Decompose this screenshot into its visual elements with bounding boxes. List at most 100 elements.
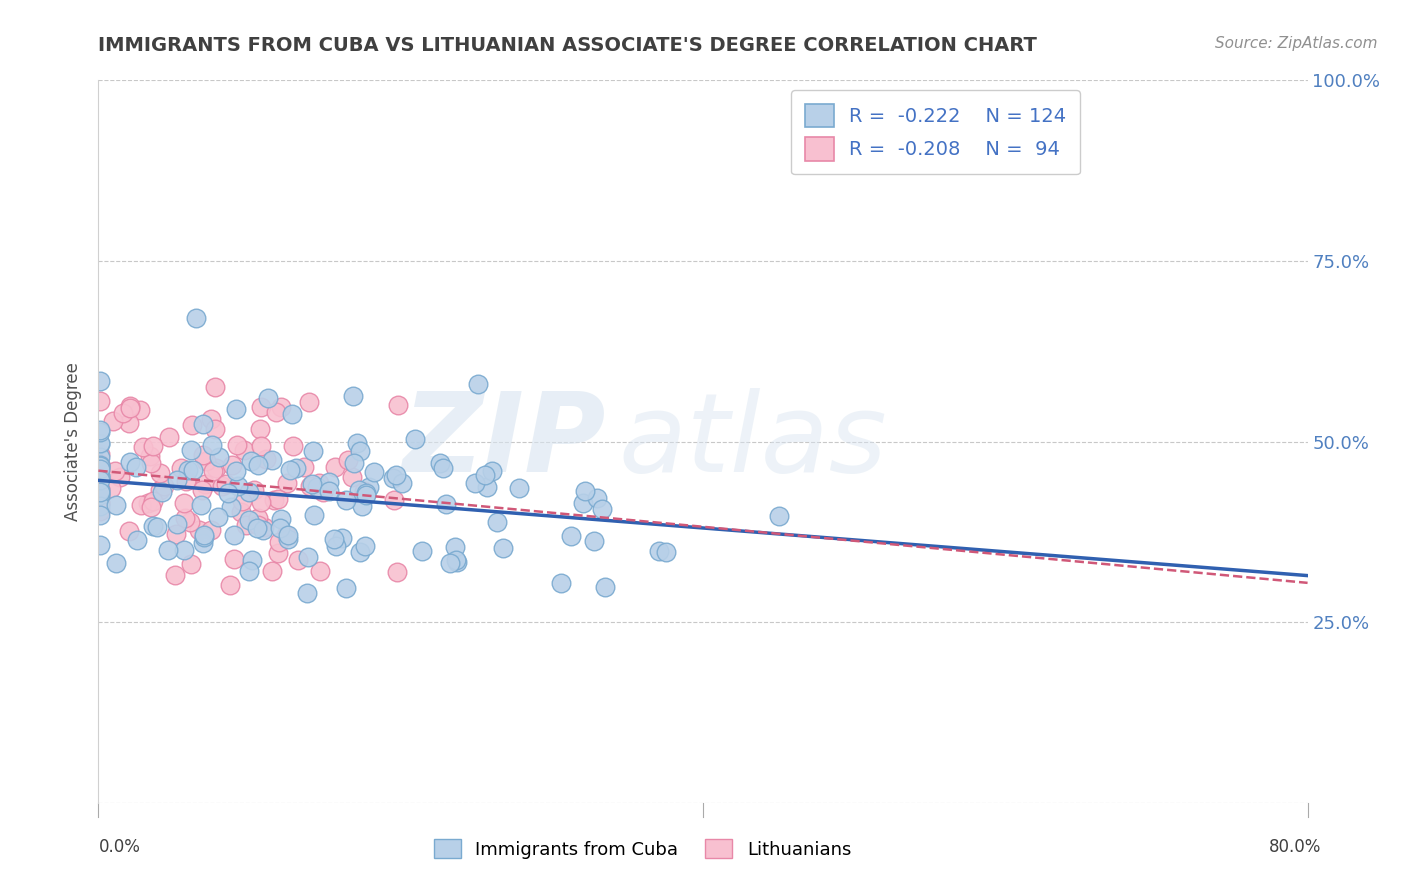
Point: [186, 310, 208, 325]
Point: [148, 466, 170, 480]
Point: [318, 475, 340, 490]
Text: Source: ZipAtlas.com: Source: ZipAtlas.com: [1215, 36, 1378, 51]
Point: [332, 531, 354, 545]
Point: [593, 580, 616, 594]
Point: [322, 532, 344, 546]
Point: [139, 457, 162, 471]
Point: [246, 511, 269, 525]
Point: [270, 400, 292, 414]
Point: [267, 546, 290, 560]
Point: [207, 510, 229, 524]
Point: [354, 488, 377, 502]
Point: [337, 453, 360, 467]
Point: [342, 470, 364, 484]
Point: [267, 535, 290, 549]
Point: [404, 432, 426, 446]
Point: [89, 459, 111, 474]
Point: [349, 443, 371, 458]
Point: [298, 479, 321, 493]
Point: [89, 374, 111, 388]
Point: [305, 480, 328, 494]
Point: [89, 447, 111, 461]
Point: [157, 430, 180, 444]
Point: [89, 437, 111, 451]
Point: [191, 448, 214, 462]
Point: [217, 485, 239, 500]
Point: [467, 377, 489, 392]
Point: [302, 508, 325, 522]
Point: [323, 460, 346, 475]
Point: [204, 380, 226, 394]
Point: [281, 439, 304, 453]
Point: [295, 585, 318, 599]
Point: [157, 542, 180, 557]
Point: [89, 487, 111, 501]
Point: [297, 549, 319, 564]
Point: [118, 401, 141, 415]
Point: [204, 422, 226, 436]
Point: [215, 476, 238, 491]
Point: [179, 515, 201, 529]
Point: [208, 450, 231, 465]
Point: [89, 496, 111, 510]
Point: [89, 471, 111, 485]
Point: [284, 461, 307, 475]
Point: [108, 469, 131, 483]
Point: [166, 517, 188, 532]
Point: [439, 556, 461, 570]
Point: [89, 508, 111, 522]
Point: [253, 519, 276, 533]
Point: [229, 505, 252, 519]
Point: [354, 486, 377, 500]
Point: [201, 438, 224, 452]
Point: [443, 540, 465, 554]
Point: [560, 529, 582, 543]
Point: [474, 467, 496, 482]
Point: [194, 477, 217, 491]
Point: [278, 463, 301, 477]
Point: [269, 521, 291, 535]
Point: [276, 476, 298, 491]
Point: [200, 523, 222, 537]
Point: [481, 464, 503, 478]
Point: [118, 416, 141, 430]
Point: [89, 496, 111, 510]
Point: [105, 498, 128, 512]
Point: [446, 556, 468, 570]
Point: [166, 473, 188, 487]
Text: 0.0%: 0.0%: [98, 838, 141, 856]
Point: [475, 480, 498, 494]
Point: [354, 539, 377, 553]
Point: [89, 485, 111, 500]
Point: [491, 541, 513, 555]
Point: [225, 438, 247, 452]
Point: [139, 500, 162, 514]
Point: [250, 495, 273, 509]
Point: [218, 578, 240, 592]
Point: [195, 454, 218, 468]
Point: [89, 423, 111, 437]
Point: [191, 483, 214, 497]
Point: [247, 458, 270, 472]
Point: [205, 460, 228, 475]
Point: [89, 483, 111, 498]
Point: [298, 394, 321, 409]
Point: [301, 476, 323, 491]
Point: [385, 565, 408, 579]
Point: [89, 483, 111, 497]
Point: [118, 455, 141, 469]
Point: [89, 450, 111, 464]
Point: [149, 483, 172, 497]
Point: [309, 564, 332, 578]
Point: [353, 483, 375, 498]
Point: [240, 553, 263, 567]
Point: [89, 468, 111, 483]
Point: [318, 484, 340, 499]
Point: [486, 515, 509, 529]
Point: [181, 417, 204, 432]
Point: [233, 442, 256, 457]
Point: [89, 458, 111, 472]
Point: [550, 575, 572, 590]
Point: [252, 524, 274, 538]
Point: [101, 414, 124, 428]
